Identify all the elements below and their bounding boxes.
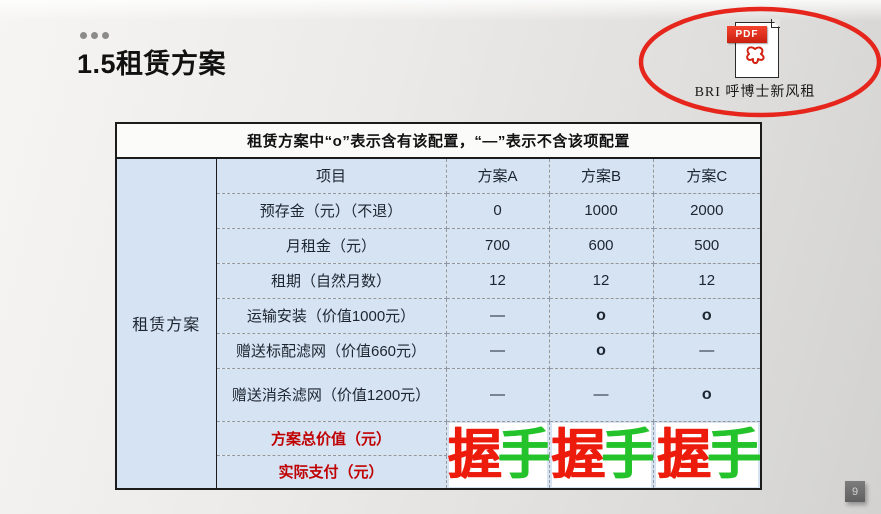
- handshake-sticker-cell: 握手: [445, 420, 550, 489]
- table-row: 实际支付（元）: [116, 454, 761, 490]
- cell-value: —: [652, 332, 762, 369]
- row-label: 赠送消杀滤网（价值1200元）: [215, 367, 447, 422]
- table-row: 预存金（元）（不退） 0 1000 2000: [116, 192, 762, 229]
- cell-value: 0: [445, 192, 550, 229]
- table-row: 赠送标配滤网（价值660元） — o —: [116, 332, 762, 369]
- column-header-plan-b: 方案B: [548, 157, 654, 194]
- table-row: 赠送消杀滤网（价值1200元） — — o: [116, 367, 762, 422]
- pdf-file-icon[interactable]: PDF: [727, 19, 780, 78]
- pdf-attachment-label: BRI 呼博士新风租: [694, 85, 816, 100]
- handshake-sticker-cell: 握手: [652, 420, 762, 489]
- lease-plan-table: 租赁方案中“o”表示含有该配置，“—”表示不含该项配置 租赁方案 项目 方案A …: [115, 122, 763, 490]
- slide-dots-decoration: [80, 32, 109, 39]
- pdf-fold-line: [771, 19, 780, 28]
- cell-value: —: [548, 367, 654, 422]
- table-row: 运输安装（价值1000元） — o o: [116, 297, 762, 334]
- cell-value: o: [548, 297, 654, 334]
- table-row: 方案总价值（元） 握手 握手 握手: [116, 420, 762, 489]
- row-label-actual-payment: 实际支付（元）: [215, 454, 447, 490]
- row-label: 租期（自然月数）: [215, 262, 447, 299]
- cell-value: 700: [445, 227, 550, 264]
- cell-value: —: [445, 297, 550, 334]
- page-number-badge: 9: [845, 481, 865, 502]
- cell-value: —: [445, 367, 550, 422]
- cell-value: 12: [548, 262, 654, 299]
- cell-value: 1000: [548, 192, 654, 229]
- pdf-attachment[interactable]: PDF BRI 呼博士新风租: [660, 19, 850, 101]
- table-row: 租期（自然月数） 12 12 12: [116, 262, 762, 299]
- row-label: 预存金（元）（不退）: [215, 192, 447, 229]
- handshake-sticker-image: 握手: [447, 422, 548, 487]
- handshake-sticker-image: 握手: [551, 422, 652, 487]
- row-label-total-value: 方案总价值（元）: [215, 420, 447, 456]
- table-row: 月租金（元） 700 600 500: [116, 227, 762, 264]
- row-label: 运输安装（价值1000元）: [215, 297, 447, 334]
- cell-value: 2000: [652, 192, 762, 229]
- row-label: 月租金（元）: [215, 227, 447, 264]
- cell-value: —: [445, 332, 550, 369]
- page-title: 1.5租赁方案: [77, 49, 227, 79]
- cell-value: 600: [548, 227, 654, 264]
- acrobat-logo-icon: [746, 46, 765, 65]
- pdf-badge: PDF: [727, 26, 767, 43]
- column-header-item: 项目: [215, 157, 447, 194]
- cell-value: 500: [652, 227, 762, 264]
- row-label: 赠送标配滤网（价值660元）: [215, 332, 447, 369]
- column-header-plan-a: 方案A: [445, 157, 550, 194]
- table-note: 租赁方案中“o”表示含有该配置，“—”表示不含该项配置: [116, 123, 762, 159]
- cell-value: o: [548, 332, 654, 369]
- handshake-sticker-image: 握手: [655, 422, 760, 487]
- cell-value: o: [652, 367, 762, 422]
- cell-value: o: [652, 297, 762, 334]
- cell-value: 12: [652, 262, 762, 299]
- row-group-label: 租赁方案: [116, 158, 217, 489]
- cell-value: 12: [445, 262, 550, 299]
- handshake-sticker-cell: 握手: [548, 420, 654, 489]
- column-header-plan-c: 方案C: [652, 157, 762, 194]
